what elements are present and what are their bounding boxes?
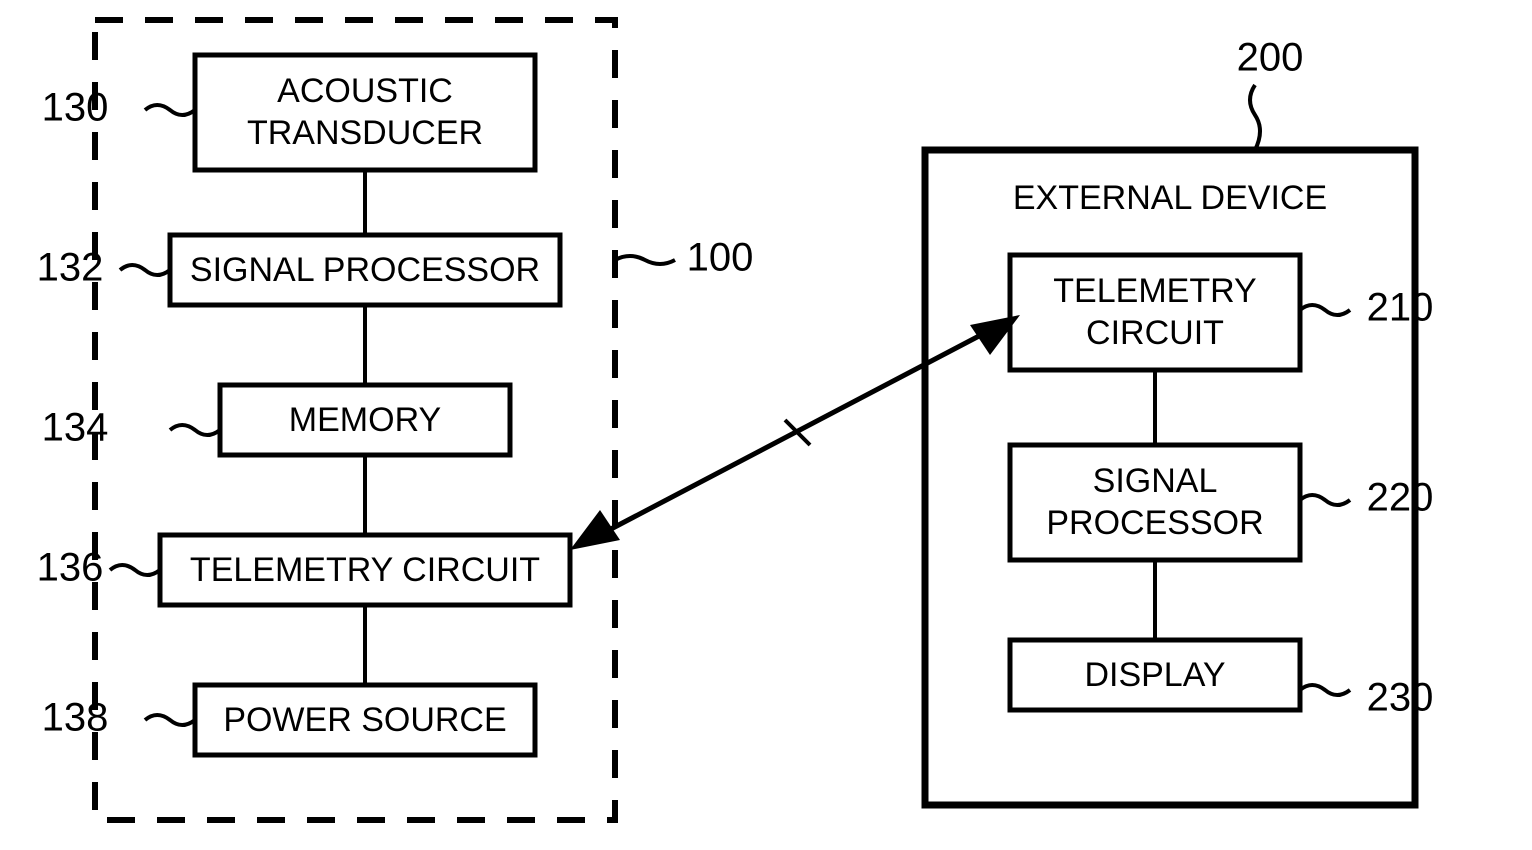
ref-label-138: 138 — [42, 696, 109, 740]
ref-label-210: 210 — [1367, 286, 1434, 330]
ref-label-136: 136 — [37, 546, 104, 590]
label-signal-processor-r-l2: PROCESSOR — [1046, 504, 1263, 542]
ref-leader-200 — [1250, 85, 1260, 150]
label-acoustic-transducer-l1: ACOUSTIC — [277, 72, 453, 110]
ref-label-134: 134 — [42, 406, 109, 450]
ref-label-100: 100 — [687, 236, 754, 280]
label-memory: MEMORY — [289, 401, 441, 439]
label-power-source: POWER SOURCE — [223, 701, 506, 739]
ref-leader-230 — [1300, 685, 1350, 695]
label-signal-processor-r-l1: SIGNAL — [1093, 462, 1218, 500]
label-signal-processor-l: SIGNAL PROCESSOR — [190, 251, 540, 289]
ref-label-230: 230 — [1367, 676, 1434, 720]
bidirectional-arrow — [570, 315, 1020, 550]
ref-label-200: 200 — [1237, 36, 1304, 80]
label-external-device-title: EXTERNAL DEVICE — [1013, 179, 1327, 217]
ref-leader-134 — [170, 425, 220, 435]
ref-leader-138 — [145, 715, 195, 725]
label-telemetry-circuit-l: TELEMETRY CIRCUIT — [190, 551, 540, 589]
ref-leader-132 — [120, 265, 170, 275]
block-diagram: 100 ACOUSTIC TRANSDUCER 130 SIGNAL PROCE… — [0, 0, 1532, 850]
label-telemetry-circuit-r-l2: CIRCUIT — [1086, 314, 1224, 352]
ref-label-130: 130 — [42, 86, 109, 130]
label-display: DISPLAY — [1084, 656, 1225, 694]
ref-leader-100 — [615, 256, 675, 264]
ref-label-220: 220 — [1367, 476, 1434, 520]
ref-leader-136 — [110, 565, 160, 575]
ref-leader-130 — [145, 105, 195, 115]
ref-leader-210 — [1300, 305, 1350, 315]
label-telemetry-circuit-r-l1: TELEMETRY — [1053, 272, 1256, 310]
ref-leader-220 — [1300, 495, 1350, 505]
label-acoustic-transducer-l2: TRANSDUCER — [247, 114, 483, 152]
ref-label-132: 132 — [37, 246, 104, 290]
